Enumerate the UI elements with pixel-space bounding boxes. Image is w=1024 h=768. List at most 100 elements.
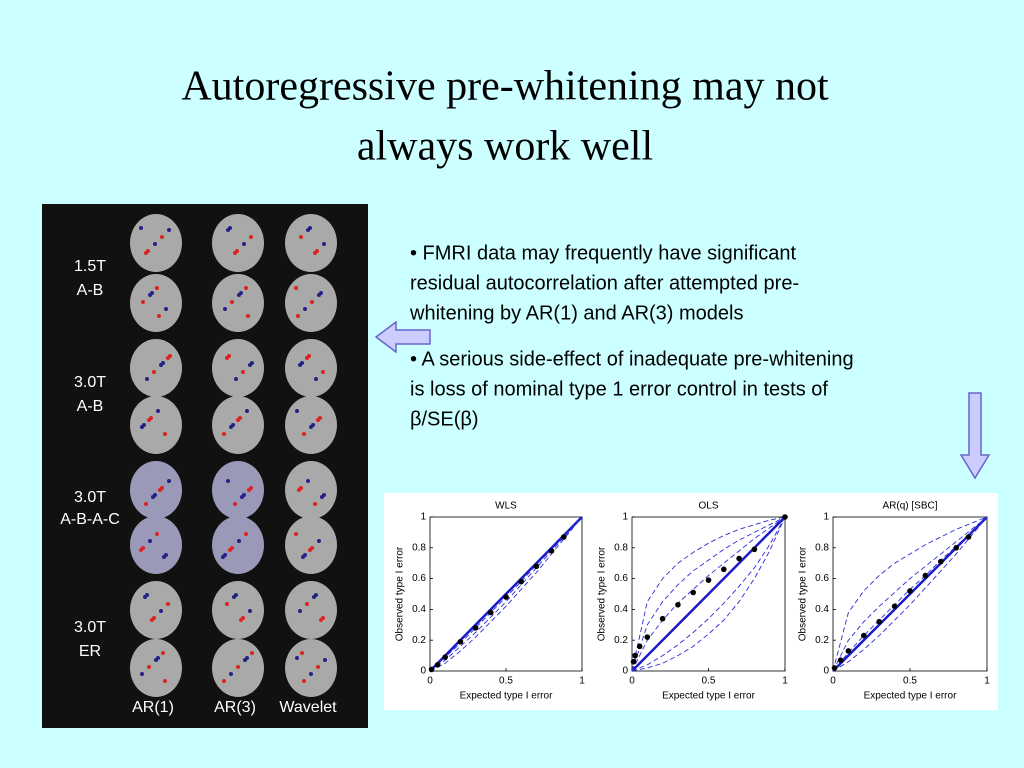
brain-slice: [130, 639, 182, 697]
y-tick-label: 0.2: [412, 635, 426, 646]
activation: [156, 409, 160, 413]
activation: [316, 418, 320, 422]
activation: [166, 602, 170, 606]
activation: [139, 548, 143, 552]
y-axis-label: Observed type I error: [395, 546, 406, 641]
column-label: AR(3): [214, 699, 256, 716]
brain-slice: [212, 461, 264, 519]
activation: [164, 307, 168, 311]
bullet-line: is loss of nominal type 1 error control …: [410, 378, 828, 400]
brain-slice: [130, 396, 182, 454]
row-label: 3.0T: [74, 619, 106, 636]
chart-title: OLS: [698, 501, 718, 512]
activation: [312, 595, 316, 599]
activation: [249, 235, 253, 239]
x-tick-label: 0: [427, 676, 433, 687]
point: [442, 654, 449, 660]
activation: [233, 251, 237, 255]
y-tick-label: 0.2: [614, 635, 628, 646]
y-tick-label: 0.8: [614, 542, 628, 553]
point: [837, 657, 844, 664]
point: [457, 638, 464, 645]
y-tick-label: 0.4: [412, 604, 426, 615]
activation: [250, 651, 254, 655]
activation: [155, 286, 159, 290]
activation: [144, 251, 148, 255]
x-tick-label: 0.5: [702, 676, 716, 687]
point: [705, 577, 712, 583]
point: [630, 658, 637, 665]
activation: [155, 532, 159, 536]
activation: [140, 425, 144, 429]
curve: [429, 516, 583, 672]
activation: [300, 651, 304, 655]
reference-line: [832, 516, 988, 672]
activation: [163, 679, 167, 683]
activation: [148, 539, 152, 543]
point: [636, 643, 643, 650]
brain-slice: [285, 339, 337, 397]
activation: [308, 548, 312, 552]
activation: [153, 242, 157, 246]
column-label: Wavelet: [279, 699, 337, 716]
activation: [294, 532, 298, 536]
point: [675, 601, 681, 608]
activation: [141, 300, 145, 304]
activation: [222, 679, 226, 683]
activation: [236, 418, 240, 422]
row-label: 3.0T: [74, 489, 106, 506]
brain-slice: [212, 516, 264, 574]
activation: [237, 539, 241, 543]
point: [907, 588, 913, 594]
y-tick-label: 1: [823, 512, 829, 523]
point: [782, 514, 788, 520]
activation: [309, 672, 313, 676]
x-tick-label: 1: [782, 676, 788, 687]
activation: [242, 242, 246, 246]
activation: [243, 658, 247, 662]
curve: [631, 516, 786, 672]
activation: [302, 432, 306, 436]
reference-line: [429, 516, 583, 672]
y-tick-label: 0.8: [815, 542, 829, 553]
activation: [295, 409, 299, 413]
point: [518, 578, 524, 585]
point: [845, 648, 852, 654]
chart-title: AR(q) [SBC]: [882, 501, 937, 512]
activation: [157, 314, 161, 318]
activation: [314, 377, 318, 381]
activation: [221, 555, 225, 559]
activation: [317, 539, 321, 543]
title-line: Autoregressive pre-whitening may not: [181, 64, 829, 110]
activation: [305, 602, 309, 606]
point: [861, 632, 867, 639]
activation: [163, 432, 167, 436]
left-arrow: [374, 320, 431, 354]
activation: [305, 356, 309, 360]
activation: [245, 409, 249, 413]
brain-slice: [212, 214, 264, 272]
point: [690, 589, 696, 596]
activation: [160, 235, 164, 239]
point: [488, 609, 494, 616]
bullet-line: residual autocorrelation after attempted…: [410, 272, 799, 294]
activation: [225, 356, 229, 360]
activation: [229, 425, 233, 429]
activation: [234, 377, 238, 381]
bullet-line: whitening by AR(1) and AR(3) models: [409, 302, 744, 324]
x-tick-label: 0: [629, 676, 635, 687]
y-tick-label: 0.6: [614, 573, 628, 584]
activation: [321, 370, 325, 374]
chart-title: WLS: [495, 501, 517, 512]
point: [503, 594, 509, 600]
activation: [162, 555, 166, 559]
curve: [429, 516, 583, 672]
activation: [244, 532, 248, 536]
brain-slice: [285, 581, 337, 639]
y-tick-label: 0.4: [815, 604, 829, 615]
activation: [229, 672, 233, 676]
activation: [301, 555, 305, 559]
curve: [631, 516, 786, 672]
activation: [151, 495, 155, 499]
